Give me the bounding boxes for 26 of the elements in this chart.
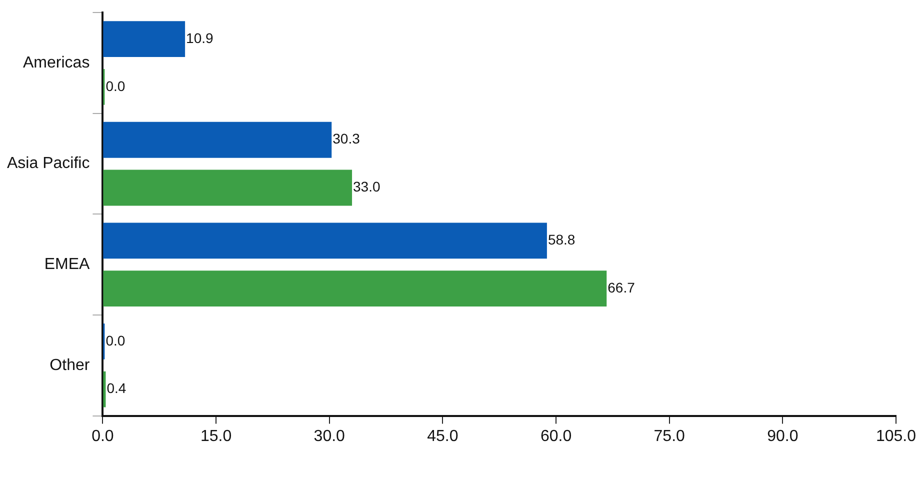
data-label: 33.0: [353, 178, 380, 195]
y-tick-label: Other: [50, 356, 90, 374]
bar: [103, 270, 607, 306]
x-tick-label: 0.0: [92, 428, 114, 445]
x-tick-label: 75.0: [654, 428, 686, 445]
data-label: 66.7: [608, 279, 636, 296]
data-label: 0.4: [106, 380, 126, 396]
x-tick-label: 60.0: [540, 428, 572, 445]
x-tick-label: 45.0: [427, 428, 458, 445]
y-tick-label: EMEA: [44, 256, 90, 274]
x-tick-label: 30.0: [314, 428, 346, 445]
bar: [103, 222, 547, 259]
data-label: 10.9: [186, 30, 214, 46]
x-tick-label: 105.0: [876, 428, 916, 445]
data-label: 0.0: [106, 332, 126, 348]
data-label: 30.3: [332, 130, 360, 147]
data-label: 0.0: [106, 78, 126, 94]
x-tick-label: 90.0: [767, 428, 798, 445]
bar: [103, 21, 186, 58]
x-tick-label: 15.0: [200, 428, 232, 445]
data-label: 58.8: [548, 232, 576, 248]
bar: [103, 170, 352, 206]
bar: [103, 122, 332, 158]
y-tick-label: Americas: [23, 54, 90, 72]
y-tick-label: Asia Pacific: [6, 155, 90, 172]
bar: [103, 371, 106, 408]
